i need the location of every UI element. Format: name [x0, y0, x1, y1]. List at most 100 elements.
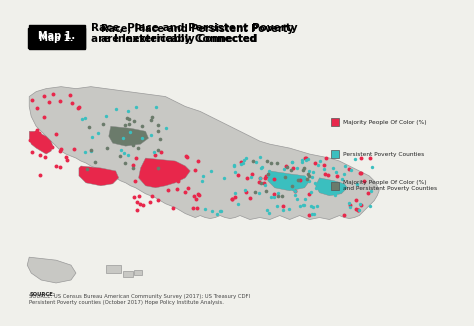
- Point: [257, 165, 265, 170]
- Point: [56, 148, 64, 153]
- Polygon shape: [134, 270, 142, 275]
- Point: [56, 164, 64, 169]
- Point: [232, 190, 239, 195]
- Point: [307, 203, 315, 209]
- Point: [244, 175, 251, 181]
- Point: [117, 148, 124, 153]
- Point: [201, 207, 208, 212]
- Point: [129, 165, 137, 170]
- Text: SOURCE:: SOURCE:: [29, 292, 55, 297]
- Point: [237, 160, 245, 165]
- Point: [332, 190, 339, 195]
- Point: [298, 157, 306, 162]
- Point: [174, 179, 182, 184]
- Point: [263, 158, 271, 164]
- Point: [329, 165, 337, 170]
- Text: SOURCE: US Census Bureau American Community Survey (2017); US Treasury CDFI
Pers: SOURCE: US Census Bureau American Commun…: [29, 294, 250, 305]
- Point: [338, 177, 346, 182]
- Point: [87, 148, 94, 153]
- Point: [192, 197, 200, 202]
- Point: [132, 156, 140, 161]
- Point: [340, 171, 347, 176]
- Point: [140, 203, 147, 208]
- Point: [309, 205, 316, 210]
- Point: [305, 173, 312, 179]
- Point: [289, 159, 296, 164]
- Point: [146, 200, 154, 205]
- Point: [263, 174, 270, 179]
- Point: [62, 154, 70, 159]
- Point: [302, 155, 310, 160]
- Point: [311, 160, 319, 166]
- Point: [292, 188, 299, 194]
- Point: [168, 173, 176, 178]
- Point: [136, 194, 143, 199]
- Point: [228, 197, 236, 202]
- Point: [291, 176, 299, 182]
- Point: [366, 203, 374, 209]
- Point: [28, 98, 36, 103]
- Point: [323, 178, 330, 183]
- Point: [35, 130, 42, 136]
- Bar: [331, 150, 339, 158]
- Point: [264, 171, 272, 177]
- Point: [129, 163, 137, 168]
- Point: [280, 175, 288, 181]
- Point: [301, 196, 309, 201]
- Point: [357, 170, 365, 176]
- Point: [302, 157, 310, 163]
- Point: [298, 159, 306, 164]
- Point: [248, 171, 255, 176]
- Point: [242, 190, 250, 195]
- Point: [74, 106, 82, 111]
- Point: [305, 168, 313, 173]
- Point: [361, 179, 368, 184]
- Point: [270, 177, 278, 182]
- Point: [237, 162, 244, 167]
- Point: [123, 115, 131, 121]
- Point: [263, 207, 271, 212]
- Point: [130, 119, 138, 124]
- Point: [133, 207, 141, 212]
- Point: [290, 166, 297, 171]
- Point: [295, 177, 302, 183]
- Point: [296, 177, 304, 182]
- Text: Race, Place and Persistent Poverty: Race, Place and Persistent Poverty: [91, 23, 298, 33]
- Point: [154, 198, 162, 203]
- Point: [81, 115, 89, 120]
- Point: [189, 206, 197, 211]
- Point: [148, 170, 156, 176]
- Point: [155, 148, 162, 153]
- Point: [131, 178, 139, 183]
- Point: [279, 203, 286, 209]
- Point: [331, 192, 338, 197]
- Point: [299, 168, 307, 173]
- Point: [353, 206, 360, 212]
- Point: [313, 203, 321, 208]
- Point: [75, 104, 83, 110]
- Point: [134, 200, 141, 205]
- Point: [320, 163, 328, 168]
- Point: [102, 113, 109, 118]
- Point: [41, 114, 48, 119]
- Point: [293, 165, 301, 170]
- Point: [310, 170, 317, 175]
- Point: [234, 201, 242, 206]
- Point: [267, 194, 274, 199]
- Point: [283, 164, 291, 170]
- Point: [303, 176, 310, 181]
- Point: [150, 149, 158, 155]
- Bar: [331, 118, 339, 126]
- Point: [145, 165, 153, 170]
- Point: [184, 185, 192, 190]
- Point: [155, 122, 162, 127]
- Point: [162, 126, 170, 131]
- Point: [116, 154, 124, 159]
- Point: [70, 146, 78, 152]
- Point: [258, 165, 266, 170]
- Point: [316, 159, 324, 164]
- Point: [191, 168, 199, 173]
- Point: [300, 202, 308, 208]
- Point: [306, 178, 313, 183]
- Point: [288, 159, 296, 165]
